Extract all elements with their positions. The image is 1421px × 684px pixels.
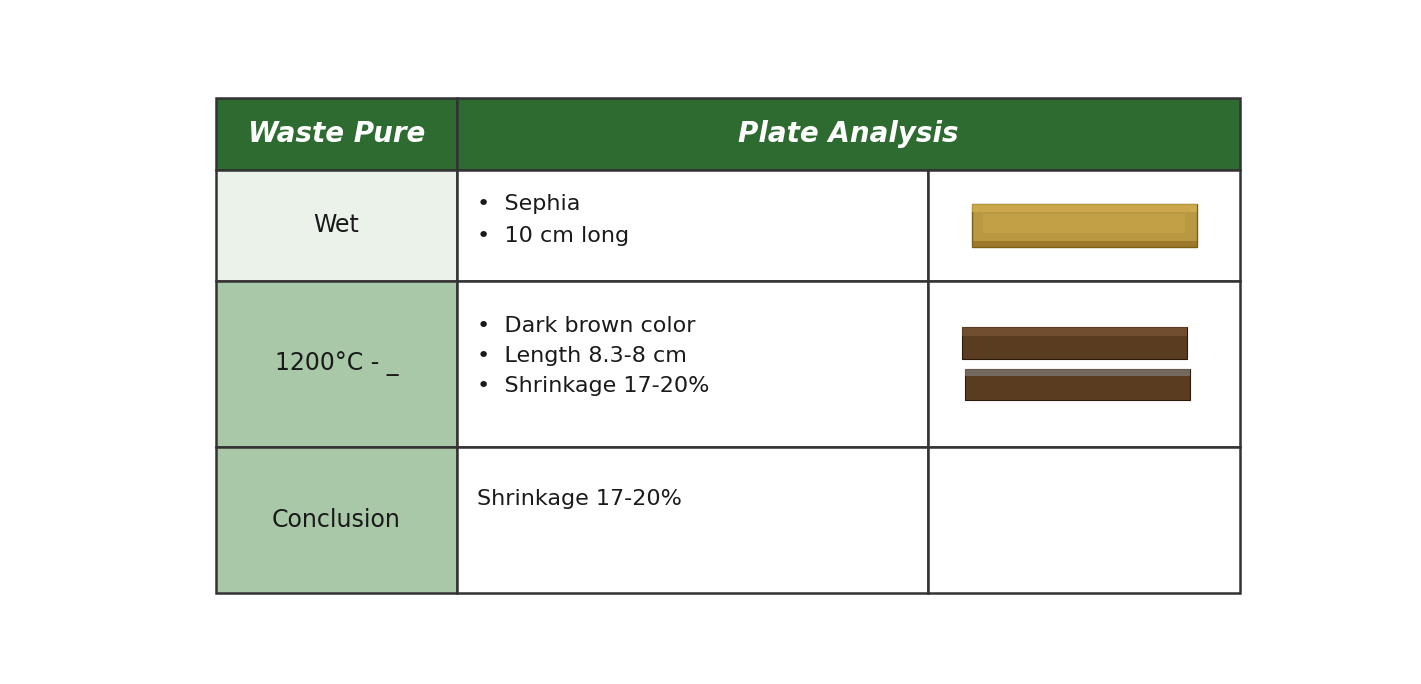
Bar [216, 281, 458, 447]
Text: Shrinkage 17-20%: Shrinkage 17-20% [476, 489, 682, 509]
Text: Conclusion: Conclusion [271, 508, 401, 532]
Bar [983, 213, 1185, 233]
Bar [972, 241, 1196, 246]
Text: •  Sephia
•  10 cm long: • Sephia • 10 cm long [476, 194, 630, 246]
Bar [965, 369, 1191, 376]
Bar [216, 447, 458, 593]
Text: 1200°C - _: 1200°C - _ [274, 352, 398, 376]
Bar [928, 447, 1241, 593]
Text: Waste Pure: Waste Pure [247, 120, 425, 148]
Bar [458, 281, 928, 447]
Bar [458, 447, 928, 593]
Bar [928, 281, 1241, 447]
Text: Wet: Wet [314, 213, 360, 237]
Bar [962, 328, 1188, 359]
Bar [458, 98, 1241, 170]
Bar [965, 369, 1191, 400]
Bar [928, 170, 1241, 281]
Bar [962, 328, 1188, 337]
Text: •  Dark brown color
•  Length 8.3-8 cm
•  Shrinkage 17-20%: • Dark brown color • Length 8.3-8 cm • S… [476, 316, 709, 397]
Text: Plate Analysis: Plate Analysis [739, 120, 959, 148]
Bar [458, 170, 928, 281]
Bar [972, 205, 1196, 212]
Bar [216, 98, 458, 170]
Bar [972, 205, 1196, 246]
Bar [216, 170, 458, 281]
